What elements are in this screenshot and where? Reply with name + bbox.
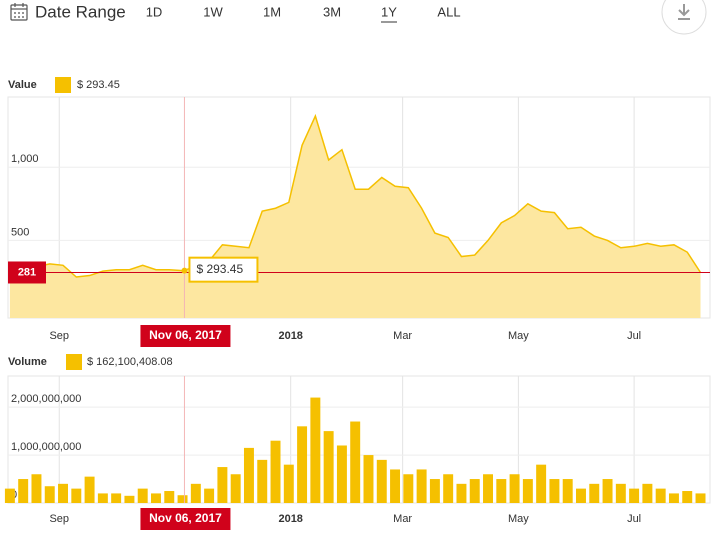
volume-bar (270, 440, 281, 503)
volume-bar (655, 488, 666, 503)
x-tick-label: May (508, 330, 529, 342)
crosshair-date-box (140, 508, 231, 530)
volume-bar (71, 488, 82, 503)
volume-bar (522, 479, 533, 503)
last-price-box (8, 261, 46, 284)
volume-bar (483, 474, 493, 503)
calendar-icon (10, 3, 28, 21)
toolbar-title: Date Range (35, 2, 126, 21)
volume-bar (536, 464, 547, 503)
volume-bar (310, 397, 321, 503)
volume-bar (496, 479, 507, 503)
volume-bar (190, 483, 201, 503)
volume-bar (137, 488, 148, 503)
volume-bar (164, 491, 175, 503)
crosshair-dot (181, 267, 188, 274)
volume-bar (695, 493, 706, 503)
volume-bar (4, 488, 15, 503)
x-tick-label: May (508, 513, 529, 525)
last-price-label: 281 (18, 266, 36, 278)
volume-bar (18, 479, 29, 503)
volume-bar (124, 495, 135, 503)
legend-label: $ 293.45 (77, 79, 120, 91)
x-tick-label: Mar (393, 513, 412, 525)
volume-bar (443, 474, 454, 503)
volume-bar (682, 491, 693, 503)
legend-swatch (66, 354, 82, 370)
volume-bar (469, 479, 480, 503)
y-tick-label: 1,000 (11, 153, 39, 165)
panel-title: Value (8, 79, 37, 91)
volume-bar (376, 459, 387, 503)
volume-bar (456, 483, 467, 503)
volume-bar (429, 479, 440, 503)
volume-bar (230, 474, 241, 503)
volume-bar (576, 488, 586, 503)
volume-bar (390, 469, 401, 503)
range-button[interactable]: 1M (263, 4, 281, 19)
range-button[interactable]: 3M (323, 4, 341, 19)
volume-bar (243, 447, 254, 503)
x-tick-label: Sep (49, 330, 69, 342)
volume-bar (642, 483, 653, 503)
x-tick-label: Mar (393, 330, 412, 342)
x-tick-label: Jul (627, 513, 641, 525)
volume-bar (615, 483, 626, 503)
range-button[interactable]: 1Y (381, 4, 397, 19)
volume-bar (177, 495, 188, 503)
tooltip-label: $ 293.45 (196, 262, 243, 276)
tooltip-box (188, 256, 259, 283)
legend-label: $ 162,100,408.08 (87, 356, 173, 368)
volume-bar (204, 488, 215, 503)
range-button[interactable]: 1W (203, 4, 223, 19)
download-icon (678, 4, 690, 20)
volume-bar (668, 493, 679, 503)
volume-bar (97, 493, 108, 503)
panel-title: Volume (8, 356, 47, 368)
volume-bar (549, 479, 560, 503)
crosshair-date-box (140, 325, 231, 347)
volume-bar (629, 488, 640, 503)
volume-bar (323, 431, 334, 503)
volume-bar (562, 479, 573, 503)
range-button[interactable]: ALL (437, 4, 460, 19)
volume-bar (336, 445, 347, 503)
y-tick-label: 500 (11, 226, 29, 238)
x-tick-label: Jul (627, 330, 641, 342)
x-tick-label: 2018 (278, 330, 302, 342)
range-button[interactable]: 1D (146, 4, 163, 19)
volume-bar (589, 483, 600, 503)
volume-bar (217, 467, 228, 503)
x-tick-label: 2018 (278, 513, 302, 525)
x-tick-label: Sep (49, 513, 69, 525)
volume-bar (84, 476, 95, 503)
price-line (9, 113, 702, 278)
volume-bar (111, 493, 122, 503)
volume-bar (416, 469, 427, 503)
y-tick-label: 1,000,000,000 (11, 441, 81, 453)
volume-bar (350, 421, 361, 503)
volume-bar (283, 464, 294, 503)
y-tick-label: 2,000,000,000 (11, 393, 81, 405)
crosshair-date: Nov 06, 2017 (149, 511, 222, 525)
volume-bar (363, 455, 374, 503)
area-fill (9, 116, 701, 318)
volume-bar (509, 474, 520, 503)
download-button[interactable] (661, 0, 707, 35)
crosshair-date: Nov 06, 2017 (149, 328, 222, 342)
legend-swatch (55, 77, 71, 93)
volume-bar (58, 483, 69, 503)
volume-bar (44, 486, 55, 503)
volume-bar (151, 493, 161, 503)
volume-bar (403, 474, 414, 503)
volume-bar (602, 479, 613, 503)
volume-bar (31, 474, 42, 503)
volume-bar (297, 426, 308, 503)
volume-bar (257, 459, 268, 503)
